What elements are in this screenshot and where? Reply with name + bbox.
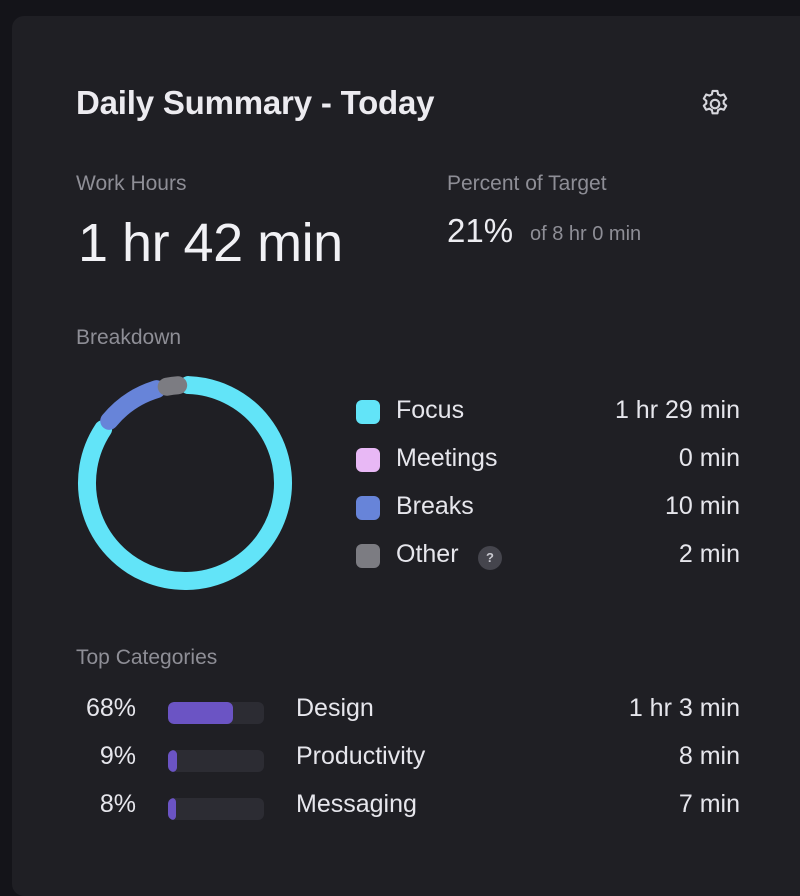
legend-label: Breaks: [396, 492, 474, 520]
top-categories-label: Top Categories: [76, 646, 218, 669]
breaks-swatch: [356, 496, 380, 520]
category-value: 7 min: [678, 790, 740, 818]
daily-summary-card: [12, 16, 800, 896]
legend-label: Other: [396, 540, 459, 568]
category-value: 8 min: [678, 742, 740, 770]
legend-value: 2 min: [678, 540, 740, 568]
legend-label: Meetings: [396, 444, 498, 472]
category-row-design[interactable]: 68% Design 1 hr 3 min: [76, 694, 740, 726]
category-row-productivity[interactable]: 9% Productivity 8 min: [76, 742, 740, 774]
gear-icon: [702, 89, 728, 115]
work-hours-label: Work Hours: [76, 172, 187, 195]
legend-value: 1 hr 29 min: [614, 396, 740, 424]
meetings-swatch: [356, 448, 380, 472]
category-row-messaging[interactable]: 8% Messaging 7 min: [76, 790, 740, 822]
page-title: Daily Summary - Today: [76, 84, 435, 121]
other-swatch: [356, 544, 380, 568]
donut-segment-focus: [78, 376, 292, 590]
category-percent: 9%: [99, 742, 136, 770]
percent-of-target-label: Percent of Target: [447, 172, 607, 195]
focus-swatch: [356, 400, 380, 424]
category-name: Productivity: [296, 742, 426, 770]
category-bar: [168, 798, 264, 820]
donut-segment-breaks: [100, 380, 166, 430]
settings-button[interactable]: [698, 87, 732, 121]
category-bar: [168, 702, 264, 724]
breakdown-donut-chart: [78, 376, 292, 590]
category-percent: 8%: [99, 790, 136, 818]
legend-value: 10 min: [664, 492, 740, 520]
category-bar: [168, 750, 264, 772]
donut-segment-other: [157, 376, 188, 396]
breakdown-label: Breakdown: [76, 326, 182, 349]
category-name: Design: [296, 694, 374, 722]
legend-item-other: Other ? 2 min: [356, 540, 740, 570]
legend-item-focus: Focus 1 hr 29 min: [356, 396, 740, 426]
category-bar-fill: [168, 798, 176, 820]
work-hours-value: 1 hr 42 min: [78, 213, 343, 273]
percent-of-target-value: 21%: [447, 212, 514, 249]
category-bar-fill: [168, 750, 177, 772]
category-bar-fill: [168, 702, 234, 724]
legend-item-meetings: Meetings 0 min: [356, 444, 740, 474]
category-value: 1 hr 3 min: [628, 694, 740, 722]
help-icon[interactable]: ?: [478, 546, 502, 570]
category-name: Messaging: [296, 790, 417, 818]
target-total: of 8 hr 0 min: [530, 223, 642, 245]
legend-label: Focus: [396, 396, 465, 424]
category-percent: 68%: [85, 694, 136, 722]
legend-item-breaks: Breaks 10 min: [356, 492, 740, 522]
legend-value: 0 min: [678, 444, 740, 472]
